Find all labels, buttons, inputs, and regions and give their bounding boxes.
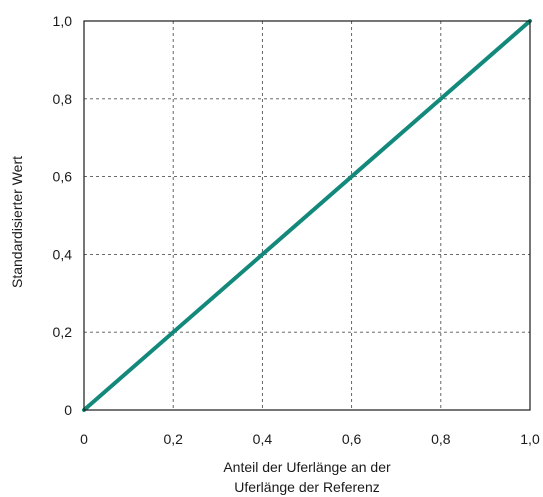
x-tick-label: 0,4 (253, 431, 273, 447)
x-tick-labels: 0 0,2 0,4 0,6 0,8 1,0 (80, 431, 540, 447)
y-tick-label: 1,0 (53, 13, 73, 29)
y-tick-label: 0,4 (53, 246, 73, 262)
x-tick-label: 0,8 (431, 431, 451, 447)
grid (84, 21, 530, 410)
plot-frame (83, 20, 531, 411)
y-tick-label: 0,6 (53, 169, 73, 185)
y-tick-labels: 0 0,2 0,4 0,6 0,8 1,0 (53, 13, 73, 418)
y-tick-label: 0 (64, 402, 72, 418)
x-tick-label: 1,0 (520, 431, 540, 447)
x-axis-title-line-1: Anteil der Uferlänge an der (223, 459, 391, 475)
x-tick-label: 0 (80, 431, 88, 447)
x-tick-label: 0,6 (342, 431, 362, 447)
series-line (82, 19, 532, 412)
series-layer (82, 19, 532, 412)
x-axis-title-line-2: Uferlänge der Referenz (234, 479, 380, 495)
y-tick-label: 0,8 (53, 91, 73, 107)
y-axis-title: Standardisierter Wert (9, 156, 25, 288)
x-tick-label: 0,2 (163, 431, 183, 447)
y-tick-label: 0,2 (53, 324, 73, 340)
